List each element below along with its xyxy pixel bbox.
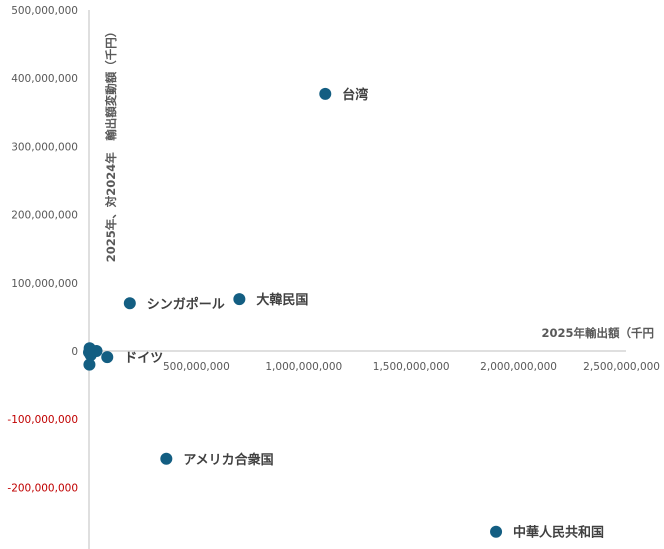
data-point bbox=[490, 525, 503, 538]
y-tick-label: 0 bbox=[71, 346, 78, 358]
y-tick-label: 300,000,000 bbox=[11, 141, 78, 153]
x-axis-title: 2025年輸出額（千円 bbox=[541, 326, 654, 340]
x-tick-label: 500,000,000 bbox=[163, 361, 230, 373]
data-point bbox=[160, 452, 173, 465]
y-tick-label: 400,000,000 bbox=[11, 73, 78, 85]
data-point bbox=[101, 351, 114, 364]
y-tick-label: 100,000,000 bbox=[11, 278, 78, 290]
data-point bbox=[83, 358, 96, 371]
data-point-label: ドイツ bbox=[124, 351, 163, 366]
x-tick-label: 1,000,000,000 bbox=[265, 361, 342, 373]
x-tick-label: 2,500,000,000 bbox=[583, 361, 660, 373]
data-point-label: アメリカ合衆国 bbox=[183, 452, 273, 468]
y-tick-label: 500,000,000 bbox=[11, 5, 78, 17]
data-point-label: 中華人民共和国 bbox=[513, 525, 604, 541]
data-point bbox=[233, 293, 246, 306]
data-point-label: 大韓民国 bbox=[256, 292, 308, 308]
x-tick-label: 2,000,000,000 bbox=[480, 361, 557, 373]
y-tick-label: -200,000,000 bbox=[7, 482, 78, 494]
data-point bbox=[319, 87, 332, 100]
y-tick-label: -100,000,000 bbox=[7, 414, 78, 426]
x-tick-labels: 500,000,000 1,000,000,000 1,500,000,000 2,0… bbox=[163, 361, 660, 373]
data-point bbox=[123, 297, 136, 310]
data-point-label: 台湾 bbox=[342, 87, 368, 103]
y-tick-labels: 500,000,000 400,000,000 300,000,000 200,000… bbox=[7, 5, 78, 494]
y-axis-title: 2025年、対2024年 輸出額変動額（千円） bbox=[104, 26, 118, 263]
data-point bbox=[83, 346, 95, 359]
data-point-label: シンガポール bbox=[147, 296, 225, 312]
y-tick-label: 200,000,000 bbox=[11, 210, 78, 222]
x-tick-label: 1,500,000,000 bbox=[373, 361, 450, 373]
